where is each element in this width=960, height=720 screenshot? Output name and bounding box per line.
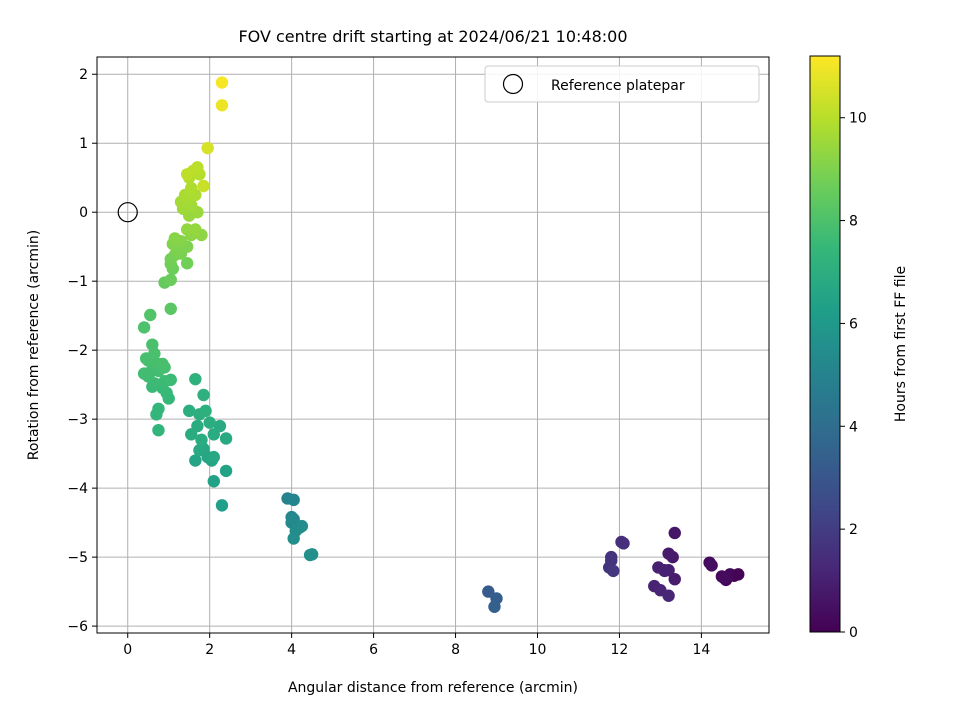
chart-title: FOV centre drift starting at 2024/06/21 … bbox=[238, 27, 627, 46]
data-point bbox=[207, 475, 220, 488]
colorbar-tick-label: 6 bbox=[849, 316, 858, 332]
y-tick-label: −3 bbox=[67, 412, 88, 428]
data-point bbox=[156, 357, 169, 371]
y-tick-label: −4 bbox=[67, 481, 88, 497]
data-point bbox=[203, 416, 216, 429]
data-point bbox=[662, 589, 675, 602]
data-point bbox=[219, 464, 233, 478]
grid-lines bbox=[97, 57, 769, 633]
colorbar-tick-label: 8 bbox=[849, 214, 858, 230]
x-tick-label: 14 bbox=[692, 642, 710, 658]
plot-area-frame bbox=[96, 56, 770, 634]
data-point bbox=[189, 454, 202, 467]
data-point bbox=[668, 572, 681, 586]
data-point bbox=[617, 537, 630, 550]
x-tick-label: 4 bbox=[287, 642, 296, 658]
x-tick-label: 2 bbox=[205, 642, 214, 658]
data-point bbox=[215, 76, 229, 89]
x-tick-label: 10 bbox=[529, 642, 547, 658]
data-point bbox=[193, 443, 206, 457]
y-tick-label: −1 bbox=[67, 274, 88, 290]
colorbar-label: Hours from first FF file bbox=[893, 266, 909, 422]
colorbar-tick-label: 10 bbox=[849, 111, 867, 127]
data-point bbox=[152, 402, 165, 416]
reference-platepar-marker bbox=[117, 202, 138, 223]
data-point bbox=[152, 423, 165, 437]
data-point bbox=[144, 308, 157, 322]
data-point bbox=[195, 433, 208, 447]
data-point bbox=[180, 257, 194, 270]
colorbar-ticks: 0 2 4 6 8 10 bbox=[840, 111, 867, 641]
data-point bbox=[705, 559, 718, 572]
data-point bbox=[168, 232, 182, 245]
data-point bbox=[137, 321, 151, 334]
data-point bbox=[668, 526, 681, 540]
y-tick-label: 0 bbox=[79, 205, 88, 221]
data-point bbox=[482, 585, 495, 598]
data-point bbox=[305, 548, 319, 561]
data-point bbox=[189, 372, 202, 386]
data-point bbox=[180, 168, 194, 181]
y-tick-label: 2 bbox=[79, 67, 88, 83]
data-point bbox=[164, 373, 177, 387]
data-point bbox=[732, 568, 745, 581]
data-point bbox=[191, 419, 204, 433]
legend-marker-reference-platepar bbox=[502, 73, 524, 95]
data-point bbox=[197, 388, 210, 402]
data-point bbox=[658, 564, 671, 578]
data-point bbox=[146, 338, 159, 351]
data-point bbox=[662, 547, 675, 560]
data-point bbox=[164, 302, 177, 315]
colorbar-tick-label: 0 bbox=[849, 625, 858, 641]
x-axis-label: Angular distance from reference (arcmin) bbox=[288, 680, 578, 696]
data-point bbox=[717, 571, 731, 585]
colorbar-gradient bbox=[809, 55, 841, 633]
x-tick-label: 6 bbox=[369, 642, 378, 658]
colorbar-tick-label: 4 bbox=[849, 419, 858, 435]
x-tick-label: 8 bbox=[451, 642, 460, 658]
y-axis-label: Rotation from reference (arcmin) bbox=[26, 230, 42, 460]
y-tick-label: −5 bbox=[67, 550, 88, 566]
data-point bbox=[488, 600, 501, 613]
data-point bbox=[215, 499, 229, 512]
data-point bbox=[199, 404, 212, 418]
y-tick-label: −6 bbox=[67, 619, 88, 635]
data-point bbox=[219, 432, 233, 445]
legend-box bbox=[484, 65, 760, 103]
data-point bbox=[287, 493, 300, 507]
data-point bbox=[201, 141, 214, 155]
data-point bbox=[207, 428, 220, 441]
y-tick-label: 1 bbox=[79, 136, 88, 152]
legend-label-reference-platepar: Reference platepar bbox=[551, 78, 685, 94]
x-tick-label: 0 bbox=[123, 642, 132, 658]
data-point bbox=[215, 99, 229, 112]
data-point bbox=[197, 179, 210, 193]
x-tick-label: 12 bbox=[611, 642, 629, 658]
colorbar-tick-label: 2 bbox=[849, 522, 858, 538]
data-point bbox=[607, 564, 620, 578]
data-point bbox=[207, 450, 220, 464]
y-tick-label: −2 bbox=[67, 343, 88, 359]
data-point bbox=[191, 161, 204, 174]
data-point bbox=[185, 181, 198, 195]
scatter-points bbox=[117, 76, 745, 613]
data-point bbox=[287, 532, 300, 545]
legend: Reference platepar bbox=[484, 65, 760, 103]
data-point bbox=[164, 273, 177, 287]
colorbar: 0 2 4 6 8 10 Hours from first FF file bbox=[809, 55, 909, 641]
data-point bbox=[189, 223, 202, 236]
data-point bbox=[182, 404, 196, 418]
